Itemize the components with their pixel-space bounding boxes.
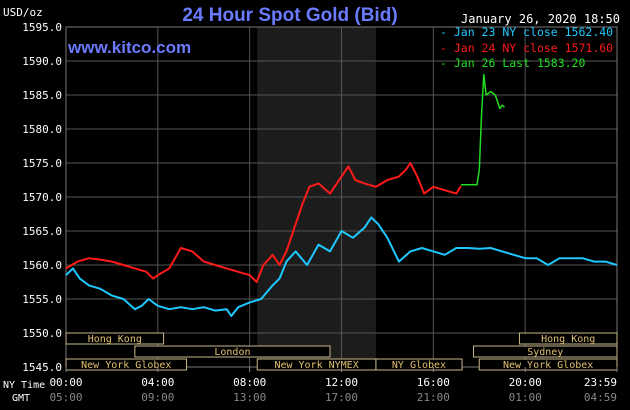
- session-label: New York Globex: [503, 360, 593, 371]
- session-label: NY Globex: [392, 360, 446, 371]
- legend-entry-jan23: - Jan 23 NY close 1562.40: [440, 25, 613, 41]
- series-line-0: [65, 216, 618, 317]
- legend-entry-jan26: - Jan 26 Last 1583.20: [440, 56, 613, 72]
- series-line-1: [65, 162, 462, 283]
- x-tick-label-gmt: 17:00: [325, 391, 358, 404]
- session-box: [375, 358, 463, 371]
- session-box: [134, 345, 331, 358]
- x-tick-label-ny: 20:00: [509, 376, 542, 389]
- x-tick-label-gmt: 13:00: [233, 391, 266, 404]
- chart-date: January 26, 2020 18:50: [461, 12, 620, 26]
- session-box: [65, 332, 165, 345]
- session-label: Sydney: [527, 347, 563, 358]
- session-label: London: [214, 347, 250, 358]
- session-box: [65, 358, 188, 371]
- x-tick-label-ny: 08:00: [233, 376, 266, 389]
- x-tick-label-ny: 12:00: [325, 376, 358, 389]
- session-box: [473, 345, 618, 358]
- gmt-label: GMT: [12, 393, 30, 404]
- legend-dash: -: [440, 40, 454, 55]
- legend-dash: -: [440, 25, 454, 39]
- legend-label: Jan 23 NY close 1562.40: [453, 25, 614, 39]
- session-label: New York Globex: [81, 360, 171, 371]
- x-tick-label-gmt: 09:00: [141, 391, 174, 404]
- chart-legend: - Jan 23 NY close 1562.40 - Jan 24 NY cl…: [440, 25, 613, 72]
- y-tick-label: 1590.0: [22, 55, 62, 68]
- y-tick-label: 1560.0: [22, 259, 62, 272]
- series-line-2: [460, 73, 505, 186]
- session-label: New York NYMEX: [274, 360, 358, 371]
- legend-label: Jan 26 Last 1583.20: [453, 56, 586, 70]
- ny-time-label: NY Time: [3, 380, 45, 391]
- x-tick-label-ny: 23:59: [584, 376, 617, 389]
- x-tick-label-gmt: 21:00: [417, 391, 450, 404]
- session-label: Hong Kong: [88, 334, 142, 345]
- site-watermark: www.kitco.com: [68, 38, 192, 57]
- y-tick-label: 1550.0: [22, 327, 62, 340]
- legend-entry-jan24: - Jan 24 NY close 1571.60: [440, 41, 613, 57]
- legend-dash: -: [440, 56, 454, 70]
- y-tick-label: 1545.0: [22, 361, 62, 374]
- session-box: [518, 332, 618, 345]
- y-tick-label: 1565.0: [22, 225, 62, 238]
- legend-label: Jan 24 NY close 1571.60: [453, 40, 614, 55]
- x-tick-label-ny: 16:00: [417, 376, 450, 389]
- y-tick-label: 1555.0: [22, 293, 62, 306]
- chart-title: 24 Hour Spot Gold (Bid): [182, 5, 398, 26]
- y-tick-label: 1595.0: [22, 21, 62, 34]
- y-axis-unit: USD/oz: [3, 6, 43, 19]
- x-tick-label-gmt: 01:00: [509, 391, 542, 404]
- y-tick-label: 1570.0: [22, 191, 62, 204]
- y-tick-label: 1585.0: [22, 89, 62, 102]
- x-tick-label-gmt: 05:00: [49, 391, 82, 404]
- x-tick-label-ny: 00:00: [49, 376, 82, 389]
- session-box: [478, 358, 618, 371]
- session-label: Hong Kong: [541, 334, 595, 345]
- x-tick-label-gmt: 04:59: [584, 391, 617, 404]
- x-tick-label-ny: 04:00: [141, 376, 174, 389]
- y-tick-label: 1575.0: [22, 157, 62, 170]
- y-tick-label: 1580.0: [22, 123, 62, 136]
